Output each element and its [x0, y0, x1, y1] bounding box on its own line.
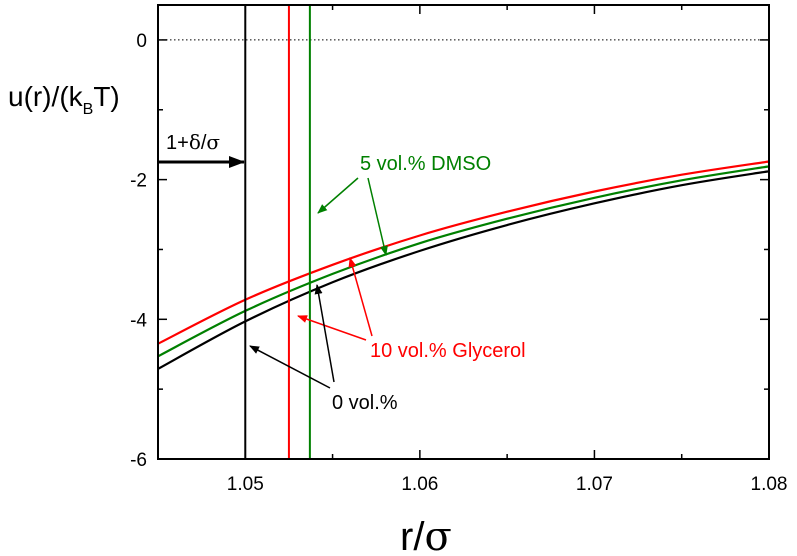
x-tick-label: 1.08	[751, 474, 788, 495]
series-layer	[158, 160, 769, 370]
y-tick-label: 0	[136, 31, 147, 52]
y-axis-title-post: T)	[93, 81, 119, 112]
dmso-arrow-vline	[317, 177, 359, 214]
y-tick-label: -6	[130, 450, 147, 471]
y-tick-label: -4	[130, 310, 147, 331]
zero-vol-label: 0 vol.%	[332, 392, 398, 414]
glycerol-arrow-vline	[297, 315, 367, 341]
y-axis-title-pre: u(r)/(k	[8, 81, 84, 112]
y-tick-label: -2	[130, 171, 147, 192]
delta-annotation-sym: δ	[189, 130, 201, 154]
zero-vol-arrow-curve	[314, 284, 335, 383]
x-axis-title-main: r/	[400, 515, 425, 556]
delta-annotation: 1+δ/σ	[166, 130, 220, 154]
zero-vol-arrow-vline	[249, 345, 331, 389]
x-tick-labels: 1.05 1.06 1.07 1.08	[227, 474, 788, 495]
y-tick-labels: -6 -4 -2 0	[130, 31, 147, 471]
x-tick-label: 1.05	[227, 474, 264, 495]
series-line-1	[158, 165, 769, 358]
plot-frame	[157, 4, 770, 460]
series-line-2	[158, 170, 769, 370]
axis-ticks	[157, 5, 770, 460]
delta-annotation-mid: /	[201, 132, 207, 154]
delta-annotation-pre: 1+	[166, 132, 189, 154]
series-line-0	[158, 160, 769, 345]
glycerol-arrow-curve	[348, 257, 373, 337]
dmso-label: 5 vol.% DMSO	[360, 153, 491, 175]
x-axis-title: r/σ	[400, 514, 452, 556]
glycerol-label: 10 vol.% Glycerol	[370, 340, 526, 362]
delta-annotation-sym2: σ	[206, 130, 220, 154]
y-axis-title: u(r)/(kBT)	[8, 81, 120, 118]
annotations: 1+δ/σ 5 vol.% DMSO 10 vol.% Glycerol 0 v…	[158, 130, 526, 414]
x-tick-label: 1.07	[576, 474, 613, 495]
y-axis-title-sub: B	[83, 101, 94, 118]
x-axis-title-symbol: σ	[424, 514, 451, 556]
vertical-lines	[244, 5, 311, 459]
dmso-arrow-curve	[367, 177, 388, 256]
x-tick-label: 1.06	[401, 474, 438, 495]
